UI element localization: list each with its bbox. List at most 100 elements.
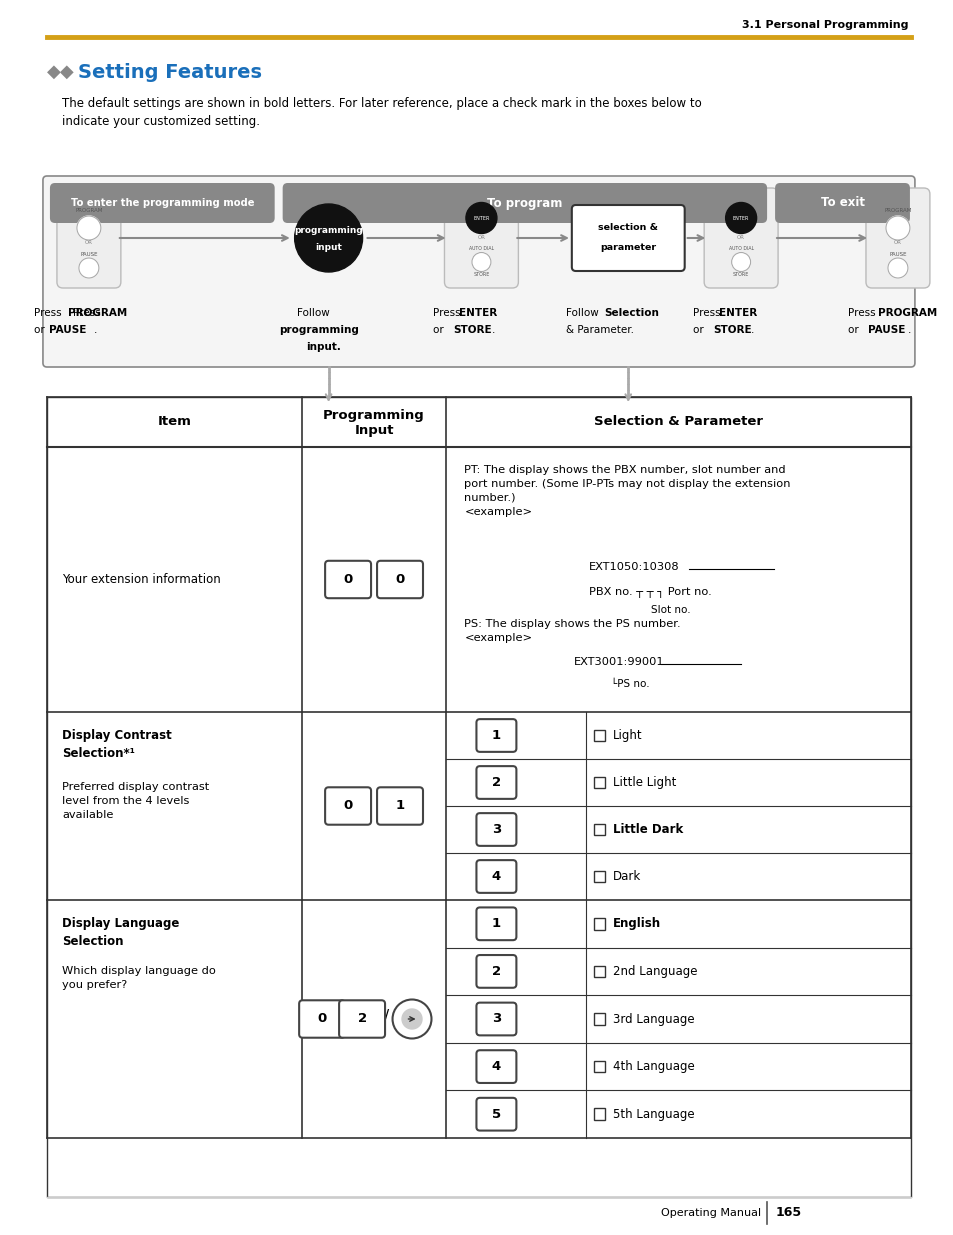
FancyBboxPatch shape — [774, 183, 909, 224]
Text: or: or — [433, 325, 447, 335]
Text: 4: 4 — [492, 1060, 500, 1073]
Text: or: or — [34, 325, 48, 335]
Text: 1: 1 — [492, 918, 500, 930]
Text: or: or — [847, 325, 862, 335]
Bar — [593, 966, 604, 977]
Text: OR: OR — [85, 241, 92, 246]
Text: PAUSE: PAUSE — [867, 325, 904, 335]
Text: PAUSE: PAUSE — [80, 252, 97, 258]
Circle shape — [887, 258, 907, 278]
Text: Display Language
Selection: Display Language Selection — [62, 918, 179, 948]
Text: STORE: STORE — [473, 273, 489, 278]
Text: To program: To program — [487, 196, 562, 210]
Text: Which display language do
you prefer?: Which display language do you prefer? — [62, 966, 215, 990]
Text: ENTER: ENTER — [459, 308, 497, 317]
Text: Dark: Dark — [613, 869, 640, 883]
Text: 0: 0 — [343, 799, 353, 813]
Text: Programming: Programming — [323, 410, 424, 422]
FancyBboxPatch shape — [50, 183, 274, 224]
Text: ENTER: ENTER — [719, 308, 757, 317]
Text: English: English — [613, 918, 660, 930]
Text: selection &: selection & — [598, 224, 658, 232]
FancyBboxPatch shape — [476, 766, 516, 799]
Text: The default settings are shown in bold letters. For later reference, place a che: The default settings are shown in bold l… — [62, 98, 701, 128]
Text: Press: Press — [433, 308, 464, 317]
Text: STORE: STORE — [453, 325, 492, 335]
Text: Press: Press — [847, 308, 878, 317]
Text: 2: 2 — [492, 776, 500, 789]
Text: .: . — [93, 325, 97, 335]
FancyBboxPatch shape — [571, 205, 684, 270]
Text: PAUSE: PAUSE — [49, 325, 86, 335]
Circle shape — [465, 203, 497, 233]
Circle shape — [79, 258, 99, 278]
Text: PT: The display shows the PBX number, slot number and
port number. (Some IP-PTs : PT: The display shows the PBX number, sl… — [464, 466, 790, 517]
FancyBboxPatch shape — [476, 1003, 516, 1035]
FancyBboxPatch shape — [57, 188, 121, 288]
FancyBboxPatch shape — [325, 787, 371, 825]
FancyBboxPatch shape — [703, 188, 778, 288]
Bar — [593, 918, 604, 930]
Text: PS: The display shows the PS number.
<example>: PS: The display shows the PS number. <ex… — [464, 619, 680, 643]
FancyBboxPatch shape — [476, 955, 516, 988]
FancyBboxPatch shape — [476, 860, 516, 893]
Text: Press: Press — [34, 308, 65, 317]
Bar — [593, 824, 604, 835]
Text: parameter: parameter — [599, 243, 656, 252]
Bar — [593, 1061, 604, 1072]
FancyBboxPatch shape — [476, 1098, 516, 1130]
Text: Follow: Follow — [566, 308, 601, 317]
FancyBboxPatch shape — [282, 183, 766, 224]
Circle shape — [392, 999, 431, 1039]
Text: .: . — [750, 325, 754, 335]
Text: 3: 3 — [492, 823, 500, 836]
FancyBboxPatch shape — [865, 188, 929, 288]
Circle shape — [294, 204, 362, 272]
Text: 1: 1 — [395, 799, 404, 813]
Bar — [593, 1109, 604, 1120]
Text: └PS no.: └PS no. — [611, 679, 649, 689]
Text: programming: programming — [294, 226, 362, 235]
Circle shape — [725, 203, 756, 233]
Text: 3: 3 — [492, 1013, 500, 1025]
Text: PAUSE: PAUSE — [888, 252, 905, 258]
Circle shape — [885, 216, 909, 240]
Text: 165: 165 — [774, 1207, 801, 1219]
Text: 2: 2 — [357, 1013, 366, 1025]
FancyBboxPatch shape — [325, 561, 371, 598]
Text: ◆◆: ◆◆ — [47, 63, 74, 82]
Text: 2: 2 — [492, 965, 500, 978]
Text: PROGRAM: PROGRAM — [75, 207, 103, 212]
Text: 5th Language: 5th Language — [613, 1108, 694, 1120]
Text: input.: input. — [305, 342, 340, 352]
Text: EXT3001:99001: EXT3001:99001 — [574, 657, 664, 667]
Text: Press: Press — [693, 308, 723, 317]
Text: STORE: STORE — [732, 273, 748, 278]
Text: 3rd Language: 3rd Language — [613, 1013, 694, 1025]
Text: Operating Manual: Operating Manual — [660, 1208, 760, 1218]
Text: Follow: Follow — [296, 308, 329, 317]
FancyBboxPatch shape — [476, 719, 516, 752]
Text: 0: 0 — [343, 573, 353, 585]
Text: OR: OR — [476, 236, 485, 241]
Text: PBX no. ┬ ┬ ┐ Port no.: PBX no. ┬ ┬ ┐ Port no. — [589, 587, 711, 598]
Text: /: / — [384, 1009, 389, 1025]
Text: Input: Input — [354, 425, 394, 437]
Text: 1: 1 — [492, 729, 500, 742]
Text: Little Dark: Little Dark — [613, 823, 682, 836]
Text: 4: 4 — [492, 869, 500, 883]
Text: Preferred display contrast
level from the 4 levels
available: Preferred display contrast level from th… — [62, 782, 209, 820]
Text: Item: Item — [157, 415, 191, 429]
Text: Slot no.: Slot no. — [651, 605, 690, 615]
Bar — [47, 396, 910, 1197]
Text: 3.1 Personal Programming: 3.1 Personal Programming — [741, 20, 908, 30]
Text: 2nd Language: 2nd Language — [613, 965, 697, 978]
Text: STORE: STORE — [713, 325, 751, 335]
Text: Display Contrast
Selection*¹: Display Contrast Selection*¹ — [62, 729, 172, 760]
Text: Light: Light — [613, 729, 642, 742]
Text: PROGRAM: PROGRAM — [68, 308, 127, 317]
Text: To exit: To exit — [820, 196, 863, 210]
FancyBboxPatch shape — [376, 561, 422, 598]
Text: 4th Language: 4th Language — [613, 1060, 695, 1073]
Text: or: or — [693, 325, 706, 335]
